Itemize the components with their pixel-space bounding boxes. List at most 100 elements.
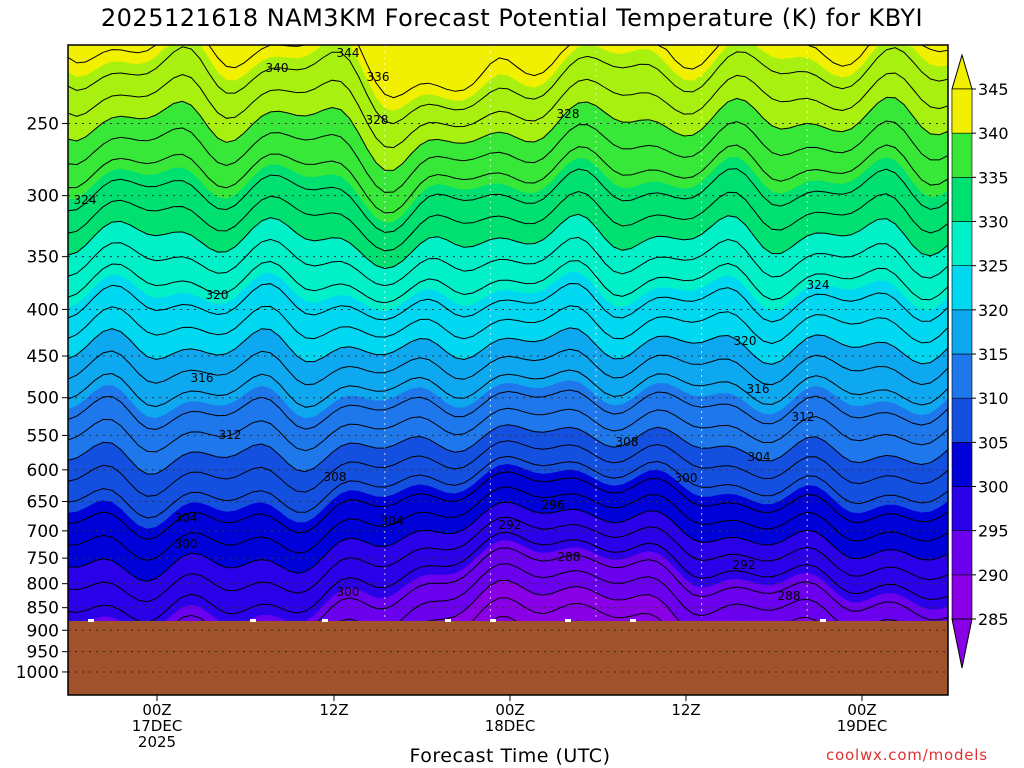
contour-line-318 [68, 348, 948, 386]
colorbar-tick-label: 305 [978, 433, 1009, 452]
terrain-ground [68, 621, 948, 695]
contour-label: 288 [558, 550, 581, 564]
y-tick-label: 750 [27, 549, 59, 569]
contour-label: 292 [499, 518, 522, 532]
contour-line-336 [68, 144, 948, 214]
contour-line-302 [68, 486, 948, 562]
colorbar-tick-label: 330 [978, 213, 1009, 232]
contour-label: 328 [366, 113, 389, 127]
y-tick-label: 450 [27, 347, 59, 367]
contour-label: 336 [367, 70, 390, 84]
colorbar-swatch [951, 574, 973, 620]
surface-marker [820, 619, 826, 622]
contour-label: 316 [191, 371, 214, 385]
contour-label: 340 [266, 61, 289, 75]
x-tick-label: 00Z [847, 701, 876, 719]
contour-label: 312 [792, 410, 815, 424]
y-tick-label: 800 [27, 575, 59, 595]
contour-label: 300 [337, 585, 360, 599]
y-tick-label: 850 [27, 599, 59, 619]
surface-marker [630, 619, 636, 622]
contour-label: 316 [747, 382, 770, 396]
contour-line-340 [68, 96, 948, 171]
colorbar-swatch [951, 177, 973, 222]
y-tick-label: 950 [27, 643, 59, 663]
contour-line-346 [68, 45, 948, 99]
colorbar-swatch [951, 265, 973, 311]
colorbar-swatch [951, 221, 973, 266]
x-tick-label: 2025 [138, 733, 176, 751]
colorbar-swatch [951, 442, 973, 487]
plot-frame [67, 44, 949, 696]
y-tick-label: 300 [27, 187, 59, 207]
colorbar-swatch [951, 486, 973, 531]
colorbar-tick-label: 295 [978, 522, 1009, 541]
contour-line-320 [68, 327, 948, 365]
colorbar-tick-label: 300 [978, 478, 1009, 497]
colorbar-swatch [951, 530, 973, 576]
contour-label: 292 [733, 558, 756, 572]
contour-label: 324 [807, 278, 830, 292]
y-tick-label: 600 [27, 461, 59, 481]
colorbar-tick-label: 325 [978, 257, 1009, 276]
contour-label: 312 [219, 428, 242, 442]
y-tick-label: 550 [27, 426, 59, 446]
contour-line-322 [68, 305, 948, 345]
colorbar-tick-label: 340 [978, 124, 1009, 143]
colorbar-bottom-arrow [951, 618, 973, 669]
x-tick-label: 12Z [319, 701, 348, 719]
y-tick-label: 700 [27, 522, 59, 542]
colorbar-swatch [951, 88, 973, 134]
contour-line-332 [68, 190, 948, 252]
contour-line-310 [68, 424, 948, 475]
colorbar-swatch [951, 353, 973, 399]
surface-marker [88, 619, 94, 622]
contour-label: 296 [542, 498, 565, 512]
colorbar-tick-label: 315 [978, 345, 1009, 364]
contour-label: 324 [74, 193, 97, 207]
surface-marker [490, 619, 496, 622]
contour-line-308 [68, 440, 948, 497]
contour-line-300 [68, 501, 948, 582]
colorbar-tick-label: 310 [978, 389, 1009, 408]
contour-label: 320 [734, 334, 757, 348]
contour-label: 288 [778, 589, 801, 603]
surface-marker [445, 619, 451, 622]
contour-label: 304 [175, 511, 198, 525]
x-tick-label: 17DEC [132, 717, 183, 735]
contour-line-306 [68, 455, 948, 519]
y-tick-label: 1000 [16, 663, 59, 683]
x-axis-label: Forecast Time (UTC) [409, 745, 611, 767]
contour-line-338 [68, 120, 948, 193]
credit-text: coolwx.com/models [826, 746, 988, 764]
contour-label: 304 [381, 514, 404, 528]
contour-line-298 [68, 516, 948, 603]
y-tick-label: 250 [27, 115, 59, 135]
y-tick-label: 650 [27, 493, 59, 513]
colorbar-swatch [951, 309, 973, 355]
contour-line-344 [68, 46, 948, 125]
contour-line-316 [68, 369, 948, 408]
surface-marker [250, 619, 256, 622]
contour-line-334 [68, 168, 948, 233]
contour-line-296 [68, 531, 948, 623]
x-tick-label: 18DEC [485, 717, 536, 735]
colorbar-tick-label: 285 [978, 610, 1009, 629]
contour-line-314 [68, 389, 948, 431]
contour-label: 304 [748, 450, 771, 464]
contour-label: 344 [337, 46, 360, 60]
colorbar-top-arrow [951, 53, 973, 90]
colorbar-tick-label: 335 [978, 168, 1009, 187]
x-tick-label: 19DEC [837, 717, 888, 735]
colorbar-swatch [951, 132, 973, 178]
colorbar-swatch [951, 397, 973, 443]
contour-label: 320 [206, 288, 229, 302]
chart-title: 2025121618 NAM3KM Forecast Potential Tem… [100, 4, 924, 32]
contour-line-324 [68, 282, 948, 323]
contour-line-342 [68, 72, 948, 149]
contour-labels: 344 340 336 328 328 324 324 320 320 316 316 312 312 3… [74, 46, 830, 603]
contour-label: 308 [324, 470, 347, 484]
contour-label: 300 [175, 537, 198, 551]
